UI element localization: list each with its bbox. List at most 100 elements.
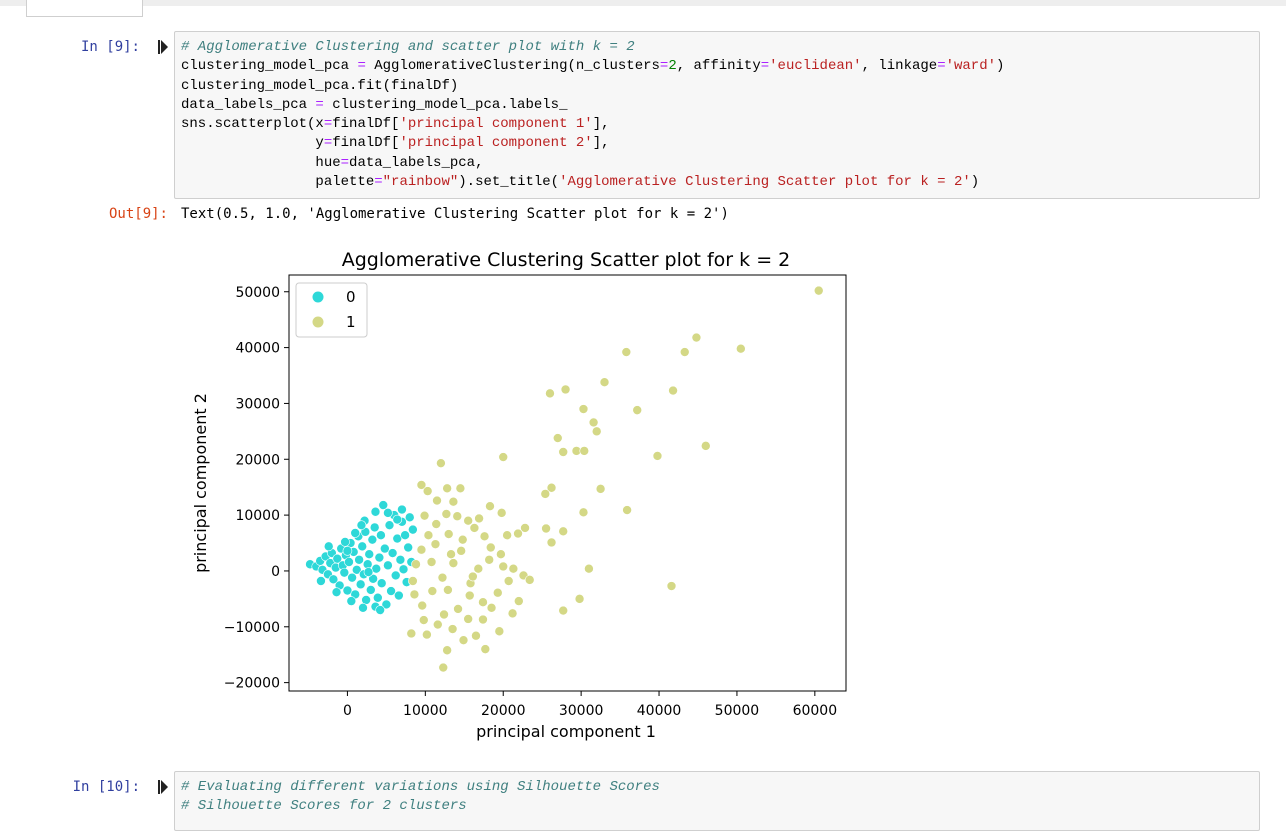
y-tick-label: 0 [271, 564, 280, 580]
code-string: 'principal component 1' [399, 116, 593, 133]
scatter-point-cluster-0 [339, 567, 350, 578]
scatter-point-cluster-1 [409, 589, 420, 600]
scatter-point-cluster-1 [416, 544, 427, 555]
scatter-point-cluster-1 [496, 549, 506, 559]
x-tick-label: 30000 [559, 703, 604, 719]
scatter-point-cluster-0 [323, 541, 334, 552]
scatter-point-cluster-1 [455, 483, 466, 494]
scatter-point-cluster-1 [494, 626, 505, 637]
scatter-point-cluster-1 [621, 347, 632, 357]
scatter-point-cluster-1 [691, 332, 702, 343]
scatter-point-cluster-0 [370, 506, 381, 517]
x-tick-label: 40000 [637, 703, 682, 719]
scatter-point-cluster-1 [632, 405, 643, 415]
scatter-point-cluster-1 [427, 586, 438, 596]
code-operator: = [659, 58, 669, 75]
x-tick-label: 60000 [793, 703, 838, 719]
scatter-point-cluster-1 [558, 447, 569, 457]
scatter-point-cluster-1 [447, 624, 458, 634]
plot-frame [288, 274, 847, 692]
scatter-point-cluster-0 [344, 557, 354, 567]
scatter-point-cluster-0 [392, 514, 403, 525]
scatter-point-cluster-1 [540, 489, 551, 499]
scatter-point-cluster-1 [442, 645, 452, 656]
legend-label-0: 0 [346, 288, 356, 306]
scatter-point-cluster-1 [453, 604, 463, 614]
scatter-point-cluster-1 [584, 563, 594, 574]
code-editor-9[interactable]: # Agglomerative Clustering and scatter p… [181, 38, 1004, 192]
scatter-point-cluster-0 [347, 572, 357, 583]
scatter-point-cluster-0 [386, 586, 396, 596]
scatter-point-cluster-1 [541, 523, 551, 534]
scatter-point-cluster-0 [378, 500, 389, 510]
scatter-point-cluster-1 [416, 480, 427, 490]
code-token: ], [592, 116, 610, 133]
scatter-point-cluster-1 [418, 615, 429, 625]
scatter-point-cluster-1 [485, 501, 495, 511]
code-token: clustering_model_pca.fit(finalDf) [181, 77, 459, 94]
scatter-point-cluster-1 [469, 523, 480, 533]
code-token: clustering_model_pca [181, 58, 358, 75]
scatter-point-cluster-1 [422, 486, 433, 496]
scatter-point-cluster-0 [316, 576, 326, 586]
scatter-point-cluster-0 [364, 549, 375, 559]
code-token: finalDf[ [332, 116, 400, 133]
scatter-point-cluster-1 [426, 557, 437, 567]
run-cell-icon[interactable] [158, 780, 168, 794]
out-prompt-9: Out[9]: [108, 206, 168, 222]
scatter-point-cluster-1 [502, 530, 512, 541]
code-number: 2 [668, 58, 677, 75]
code-string: 'ward' [945, 58, 997, 75]
scatter-point-cluster-1 [498, 452, 509, 462]
scatter-point-cluster-1 [456, 546, 466, 556]
x-axis-label: principal component 1 [476, 722, 656, 741]
scatter-point-cluster-0 [376, 578, 387, 589]
code-token: hue [181, 154, 341, 171]
scatter-point-cluster-1 [545, 388, 555, 399]
scatter-point-cluster-1 [595, 484, 606, 494]
code-token: y [181, 135, 324, 152]
scatter-point-cluster-1 [622, 505, 632, 515]
code-comment: # Silhouette Scores for 2 clusters [181, 798, 467, 815]
scatter-point-cluster-1 [486, 602, 497, 613]
code-operator: = [357, 58, 366, 75]
scatter-point-cluster-1 [411, 559, 421, 570]
code-editor-10[interactable]: # Evaluating different variations using … [181, 778, 660, 817]
scatter-point-cluster-1 [479, 531, 490, 542]
scatter-point-cluster-0 [380, 543, 390, 554]
code-token: , linkage [861, 58, 938, 75]
y-tick-label: −10000 [224, 620, 280, 636]
code-cell-9[interactable]: # Agglomerative Clustering and scatter p… [174, 31, 1260, 199]
scatter-point-cluster-0 [403, 542, 413, 553]
scatter-point-cluster-0 [342, 585, 353, 596]
scatter-point-cluster-0 [356, 520, 367, 530]
scatter-point-cluster-1 [471, 630, 481, 641]
scatter-point-cluster-1 [524, 575, 535, 585]
legend-label-1: 1 [346, 313, 356, 331]
scatter-point-cluster-1 [546, 482, 557, 493]
scatter-point-cluster-1 [652, 451, 663, 461]
scatter-point-cluster-0 [404, 512, 415, 523]
run-cell-icon[interactable] [158, 40, 168, 54]
scatter-point-cluster-1 [666, 581, 677, 591]
code-operator: = [315, 96, 324, 113]
code-operator: = [340, 154, 350, 171]
scatter-point-cluster-0 [373, 592, 383, 603]
code-cell-10[interactable]: # Evaluating different variations using … [174, 771, 1260, 831]
scatter-point-cluster-0 [328, 574, 339, 585]
scatter-point-cluster-0 [398, 564, 409, 575]
scatter-point-cluster-0 [332, 553, 343, 564]
code-operator: = [374, 174, 383, 191]
scatter-point-cluster-1 [668, 385, 678, 396]
scatter-point-cluster-1 [443, 529, 454, 539]
scatter-point-cluster-0 [357, 541, 368, 552]
code-token: data_labels_pca, [349, 154, 484, 171]
code-token: clustering_model_pca.labels_ [323, 96, 568, 113]
scatter-point-cluster-1 [514, 596, 524, 606]
scatter-point-cluster-1 [468, 571, 478, 582]
scatter-point-cluster-1 [452, 511, 463, 522]
code-token: ], [592, 135, 610, 152]
scatter-point-cluster-0 [365, 585, 376, 595]
scatter-point-cluster-1 [736, 343, 746, 354]
scatter-chart: Agglomerative Clustering Scatter plot fo… [191, 249, 847, 741]
